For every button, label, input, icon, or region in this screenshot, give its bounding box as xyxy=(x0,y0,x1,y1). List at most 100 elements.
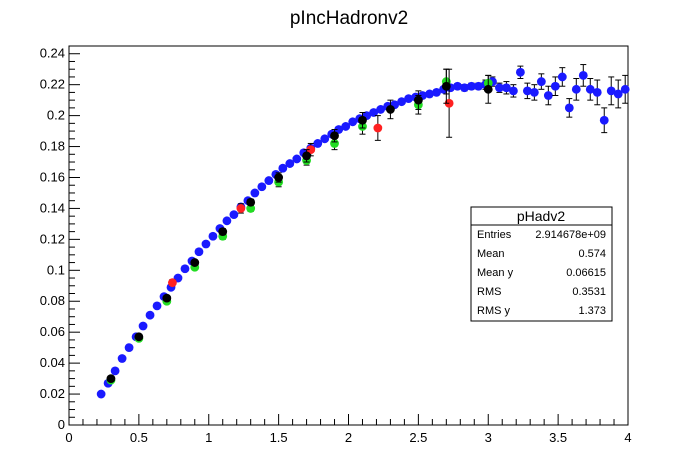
data-point-blue xyxy=(348,117,358,127)
series-black xyxy=(106,68,493,383)
data-point-black xyxy=(106,374,116,383)
data-point-blue xyxy=(543,91,553,100)
x-tick-label: 3.5 xyxy=(549,430,567,445)
data-point-blue xyxy=(460,83,469,93)
x-tick-label: 0.5 xyxy=(130,430,148,445)
x-tick-label: 2 xyxy=(345,430,352,445)
data-point-blue xyxy=(229,210,239,220)
data-point-blue xyxy=(313,139,323,148)
stats-title: pHadv2 xyxy=(517,208,565,224)
data-point-blue xyxy=(257,182,267,192)
data-point-blue xyxy=(404,94,413,103)
data-point-blue xyxy=(620,84,630,94)
data-point-blue xyxy=(208,231,218,241)
data-point-blue xyxy=(564,103,574,113)
data-point-blue xyxy=(369,108,379,117)
stats-box: pHadv2 Entries 2.914678e+09 Mean 0.574 M… xyxy=(470,206,613,322)
data-point-blue xyxy=(138,321,148,331)
stats-value-rms-y: 1.373 xyxy=(578,305,606,317)
x-tick-label: 2.5 xyxy=(409,430,427,445)
data-point-blue xyxy=(599,115,609,125)
data-point-red xyxy=(236,204,246,213)
data-point-black xyxy=(274,173,284,182)
data-point-blue xyxy=(613,89,623,99)
data-point-blue xyxy=(117,354,127,363)
data-point-blue xyxy=(397,97,407,107)
data-point-green xyxy=(330,139,339,148)
data-point-blue xyxy=(145,310,155,320)
data-point-blue xyxy=(320,134,330,144)
data-point-blue xyxy=(453,81,462,91)
data-point-black xyxy=(162,293,172,303)
data-point-blue xyxy=(578,70,588,80)
data-point-blue xyxy=(571,84,581,94)
data-point-black xyxy=(190,258,200,267)
data-point-blue xyxy=(585,84,595,94)
x-tick-label: 0 xyxy=(65,430,72,445)
x-tick-label: 1.5 xyxy=(270,430,288,445)
y-tick-label: 0 xyxy=(58,417,65,432)
points-layer xyxy=(96,64,630,399)
data-point-blue xyxy=(592,88,602,97)
data-point-green xyxy=(246,204,256,213)
data-point-black xyxy=(358,115,367,125)
data-point-blue xyxy=(180,264,190,274)
data-point-blue xyxy=(334,125,344,134)
data-point-blue xyxy=(250,188,260,198)
y-tick-label: 0.2 xyxy=(47,108,65,123)
data-point-blue xyxy=(201,239,211,249)
data-point-blue xyxy=(550,81,560,91)
data-point-blue xyxy=(467,81,476,91)
data-point-blue xyxy=(522,86,532,96)
stats-value-entries: 2.914678e+09 xyxy=(535,229,606,241)
y-tick-label: 0.18 xyxy=(40,139,65,154)
data-point-blue xyxy=(502,83,511,93)
data-point-blue xyxy=(432,88,441,97)
y-tick-label: 0.02 xyxy=(40,386,65,401)
stats-label-mean-y: Mean y xyxy=(477,267,514,279)
data-point-black xyxy=(134,332,144,342)
data-point-blue xyxy=(96,389,106,399)
stats-value-rms: 0.3531 xyxy=(572,286,606,298)
data-point-blue xyxy=(110,366,120,376)
stats-label-rms-y: RMS y xyxy=(477,305,511,317)
data-point-black xyxy=(302,151,311,161)
data-point-blue xyxy=(509,86,518,96)
data-point-red xyxy=(306,145,316,155)
y-tick-label: 0.12 xyxy=(40,231,65,246)
data-point-blue xyxy=(124,343,134,353)
y-tick-label: 0.14 xyxy=(40,200,65,215)
data-point-blue xyxy=(285,159,295,168)
data-point-blue xyxy=(495,83,504,93)
series-red xyxy=(168,68,454,288)
stats-box-frame xyxy=(470,206,613,322)
data-point-black xyxy=(218,227,228,237)
data-point-blue xyxy=(264,176,274,185)
data-point-blue xyxy=(425,89,434,99)
data-point-blue xyxy=(222,216,232,226)
y-tick-label: 0.16 xyxy=(40,169,65,184)
chart-title: pIncHadronv2 xyxy=(290,8,408,29)
y-tick-label: 0.1 xyxy=(47,262,65,277)
data-point-blue xyxy=(515,67,525,77)
y-tick-label: 0.24 xyxy=(40,46,65,61)
y-tick-label: 0.06 xyxy=(40,324,65,339)
y-tick-label: 0.22 xyxy=(40,77,65,92)
data-point-blue xyxy=(278,163,288,173)
data-point-red xyxy=(168,278,177,288)
x-tick-label: 3 xyxy=(485,430,492,445)
x-tick-label: 1 xyxy=(205,430,212,445)
data-point-black xyxy=(246,197,256,207)
data-point-blue xyxy=(292,154,302,164)
y-tick-label: 0.08 xyxy=(40,293,65,308)
data-point-blue xyxy=(529,88,539,97)
stats-label-mean: Mean xyxy=(477,248,505,260)
data-point-blue xyxy=(474,81,483,91)
data-point-blue xyxy=(536,77,546,86)
stats-label-rms: RMS xyxy=(477,286,501,298)
data-point-red xyxy=(373,123,383,133)
data-point-blue xyxy=(152,301,162,311)
data-point-black xyxy=(413,95,423,105)
